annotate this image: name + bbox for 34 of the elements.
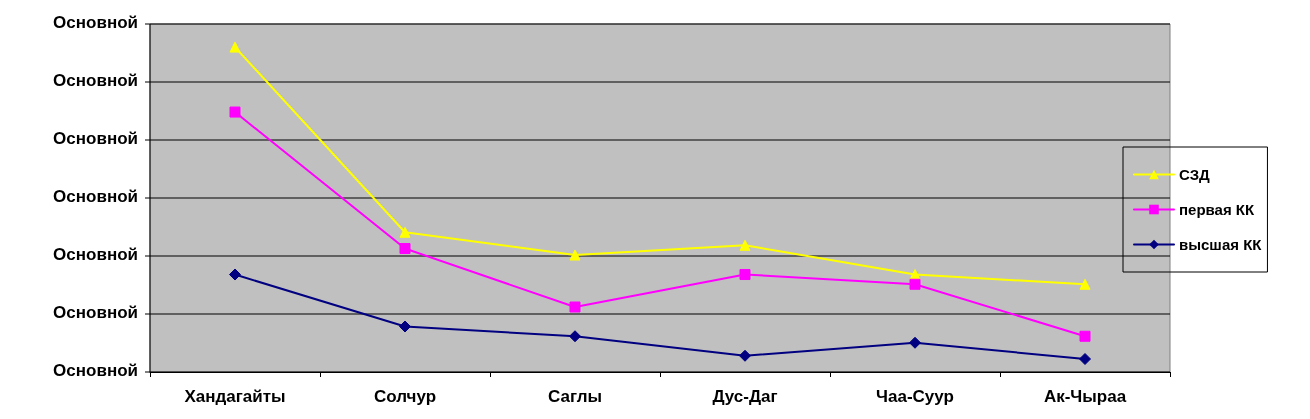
point <box>229 106 241 118</box>
x-tick-label: Чаа-Суур <box>876 387 954 406</box>
text: Основной <box>53 129 139 148</box>
point <box>569 249 581 261</box>
x-tick-label: Дус-Даг <box>712 387 778 406</box>
text: Основной <box>53 245 139 264</box>
point <box>1079 330 1091 342</box>
point <box>399 226 411 238</box>
point <box>909 269 921 281</box>
point <box>399 320 411 333</box>
point <box>569 301 581 313</box>
point <box>909 336 921 349</box>
point <box>739 349 751 362</box>
point <box>909 278 921 290</box>
x-tick-label: Хандагайты <box>184 387 286 406</box>
text: Основной <box>53 361 139 380</box>
point <box>569 330 581 343</box>
legend-label: СЗД <box>1179 166 1211 183</box>
point <box>739 239 751 251</box>
legend-label: высшая КК <box>1179 236 1263 253</box>
point <box>1079 353 1091 365</box>
text: Основной <box>53 187 139 206</box>
legend-label: первая КК <box>1179 201 1256 218</box>
point <box>229 41 241 53</box>
text: Основной <box>53 13 139 32</box>
point <box>229 268 241 281</box>
point <box>399 243 411 255</box>
x-tick-label: Ак-Чыраа <box>1043 387 1127 406</box>
point <box>1079 278 1091 290</box>
text: Основной <box>53 303 139 322</box>
x-tick-label: Солчур <box>373 387 437 406</box>
x-tick-label: Саглы <box>548 387 602 406</box>
point <box>739 269 751 281</box>
text: Основной <box>53 71 139 90</box>
